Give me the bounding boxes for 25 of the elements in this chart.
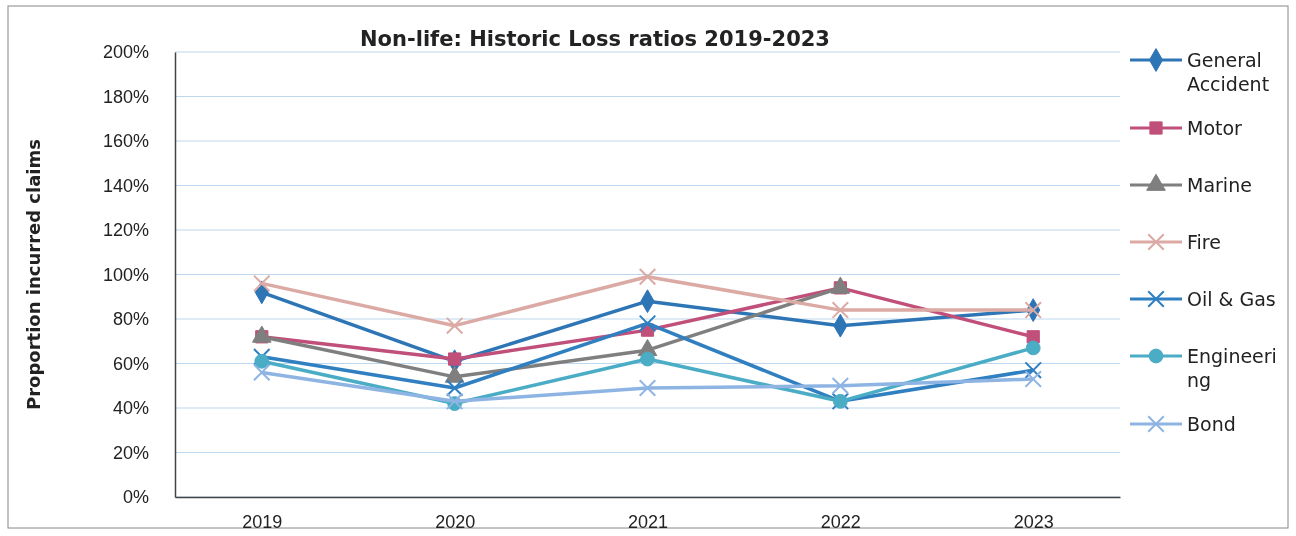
x-tick-label: 2021: [627, 511, 669, 532]
legend-label: Engineering: [1187, 345, 1277, 391]
legend-label: Oil & Gas: [1187, 288, 1276, 310]
y-tick-label: 40%: [112, 398, 149, 419]
y-tick-label: 160%: [102, 131, 149, 152]
y-tick-label: 140%: [102, 175, 149, 196]
x-tick-label: 2022: [820, 511, 861, 532]
chart-title: Non-life: Historic Loss ratios 2019-2023: [360, 27, 830, 51]
y-tick-label: 180%: [102, 86, 149, 107]
y-tick-label: 80%: [112, 309, 149, 330]
y-tick-label: 100%: [102, 264, 149, 285]
x-tick-label: 2020: [435, 511, 476, 532]
legend-label: Marine: [1187, 174, 1252, 196]
y-tick-label: 200%: [102, 42, 149, 63]
y-tick-label: 60%: [112, 353, 149, 374]
legend-label: Motor: [1187, 117, 1243, 139]
y-axis-title: Proportion incurred claims: [23, 139, 44, 410]
y-tick-label: 0%: [122, 487, 149, 508]
x-tick-label: 2019: [242, 511, 283, 532]
y-tick-label: 20%: [112, 442, 149, 463]
legend-label: Bond: [1187, 413, 1236, 435]
y-tick-label: 120%: [102, 220, 149, 241]
legend-label: Fire: [1187, 231, 1221, 253]
legend-label: General Accident: [1187, 49, 1270, 95]
x-tick-label: 2023: [1013, 511, 1054, 532]
